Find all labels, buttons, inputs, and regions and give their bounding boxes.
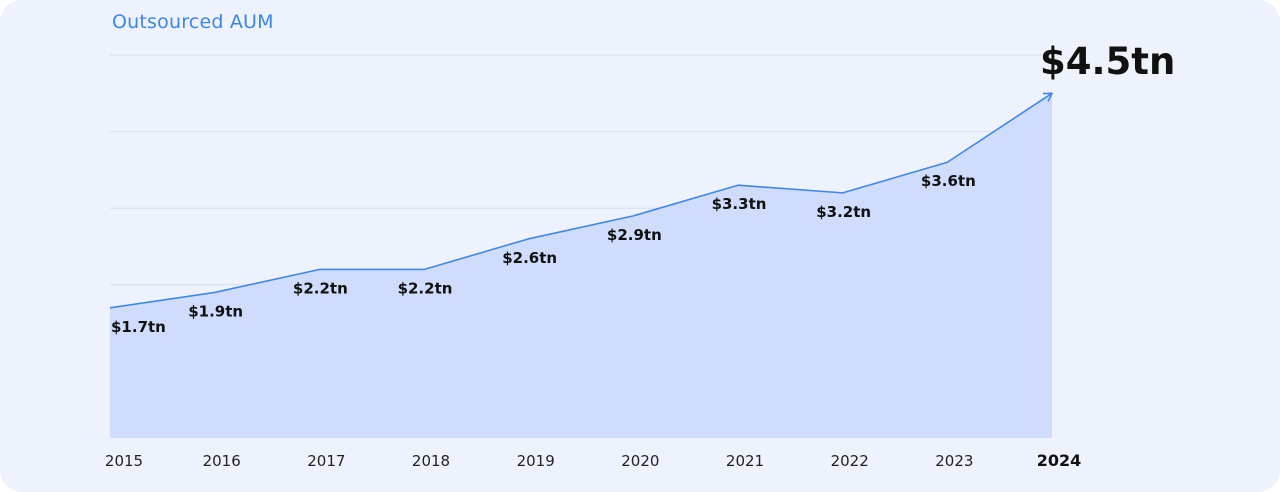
x-tick-label: 2023 xyxy=(935,452,973,470)
x-tick-label: 2024 xyxy=(1037,451,1082,470)
x-tick-label: 2022 xyxy=(831,452,869,470)
data-label: $3.3tn xyxy=(712,195,767,213)
data-label: $1.7tn xyxy=(111,318,166,336)
x-tick-label: 2019 xyxy=(517,452,555,470)
x-tick-label: 2015 xyxy=(105,452,143,470)
x-tick-label: 2017 xyxy=(307,452,345,470)
x-tick-label: 2018 xyxy=(412,452,450,470)
chart-title: Outsourced AUM xyxy=(112,11,274,33)
data-label: $4.5tn xyxy=(1040,40,1175,83)
x-tick-label: 2021 xyxy=(726,452,764,470)
arrowhead-icon xyxy=(1042,92,1053,102)
data-label: $3.2tn xyxy=(816,203,871,221)
x-tick-label: 2016 xyxy=(203,452,241,470)
data-label: $2.6tn xyxy=(502,249,557,267)
data-label: $2.2tn xyxy=(293,279,348,297)
x-tick-label: 2020 xyxy=(621,452,659,470)
data-label: $3.6tn xyxy=(921,172,976,190)
area-fill xyxy=(110,93,1052,439)
data-label: $2.9tn xyxy=(607,226,662,244)
data-label: $2.2tn xyxy=(398,279,453,297)
series-line xyxy=(109,92,1053,309)
data-label: $1.9tn xyxy=(188,302,243,320)
